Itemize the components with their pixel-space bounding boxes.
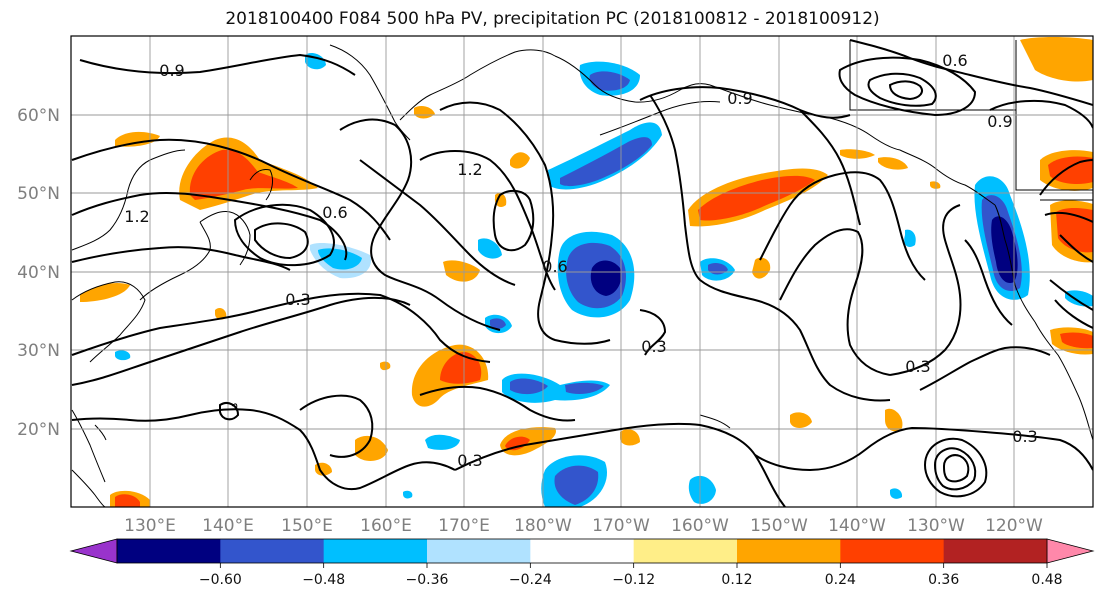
colorbar-bin	[737, 539, 841, 563]
colorbar-tick-label: −0.48	[302, 572, 345, 588]
pv-contours	[71, 39, 1093, 507]
colorbar-extend-right	[1046, 538, 1095, 564]
contour-label: 0.3	[905, 357, 930, 376]
lon-label: 160°E	[360, 516, 412, 536]
lat-label: 40°N	[17, 263, 60, 283]
map-title: 2018100400 F084 500 hPa PV, precipitatio…	[225, 9, 880, 29]
contour-label: 1.2	[124, 207, 149, 226]
lon-label: 170°E	[438, 516, 490, 536]
lon-label: 160°W	[671, 516, 729, 536]
contour-label: 0.9	[727, 89, 752, 108]
contour-label: 0.3	[285, 290, 310, 309]
longitude-labels: 130°E 140°E 150°E 160°E 170°E 180°W 170°…	[124, 516, 1043, 536]
lon-label: 150°W	[750, 516, 808, 536]
colorbar-tick-label: −0.60	[199, 572, 242, 588]
lat-label: 60°N	[17, 106, 60, 126]
colorbar-bin	[323, 539, 428, 563]
contour-label: 0.6	[542, 257, 567, 276]
lon-label: 140°E	[202, 516, 254, 536]
precip-negative-anomalies	[115, 53, 1093, 507]
lon-label: 130°W	[907, 516, 965, 536]
contour-label: 0.3	[457, 451, 482, 470]
lon-label: 130°E	[124, 516, 176, 536]
colorbar-bin	[117, 539, 221, 563]
colorbar-tick-label: 0.12	[721, 572, 752, 588]
map-frame	[70, 35, 1094, 508]
contour-labels: 0.9 0.3 0.6 1.2 0.9 0.3 0.6 1.2 0.3 0.3 …	[124, 51, 1037, 470]
colorbar: −0.60 −0.48 −0.36 −0.24 −0.12 0.12 0.24 0.36 0.4…	[69, 538, 1095, 588]
lat-label: 30°N	[17, 341, 60, 361]
colorbar-bin	[530, 539, 635, 563]
lon-label: 120°W	[985, 516, 1043, 536]
colorbar-tick-label: 0.24	[825, 572, 856, 588]
colorbar-bin	[633, 539, 738, 563]
contour-label: 0.6	[942, 51, 967, 70]
colorbar-tick-label: −0.12	[612, 572, 655, 588]
lon-label: 150°E	[281, 516, 333, 536]
lat-label: 50°N	[17, 184, 60, 204]
contour-label: 0.9	[987, 112, 1012, 131]
colorbar-tick-label: −0.36	[406, 572, 449, 588]
colorbar-outline	[116, 538, 1048, 564]
colorbar-bin	[220, 539, 325, 563]
colorbar-tick-label: 0.48	[1031, 572, 1062, 588]
colorbar-bin	[427, 539, 531, 563]
colorbar-bin	[840, 539, 945, 563]
colorbar-extend-left	[69, 538, 118, 564]
contour-label: 0.3	[1012, 427, 1037, 446]
contour-label: 0.3	[641, 337, 666, 356]
contour-label: 0.9	[159, 61, 184, 80]
colorbar-bin	[943, 539, 1048, 563]
lon-label: 140°W	[828, 516, 886, 536]
colorbar-tick-label: 0.36	[928, 572, 959, 588]
colorbar-tick-label: −0.24	[509, 572, 552, 588]
lon-label: 180°W	[514, 516, 572, 536]
lat-label: 20°N	[17, 420, 60, 440]
lon-label: 170°W	[592, 516, 650, 536]
latitude-labels: 60°N 50°N 40°N 30°N 20°N	[17, 106, 60, 440]
contour-label: 1.2	[457, 160, 482, 179]
contour-label: 0.6	[322, 203, 347, 222]
